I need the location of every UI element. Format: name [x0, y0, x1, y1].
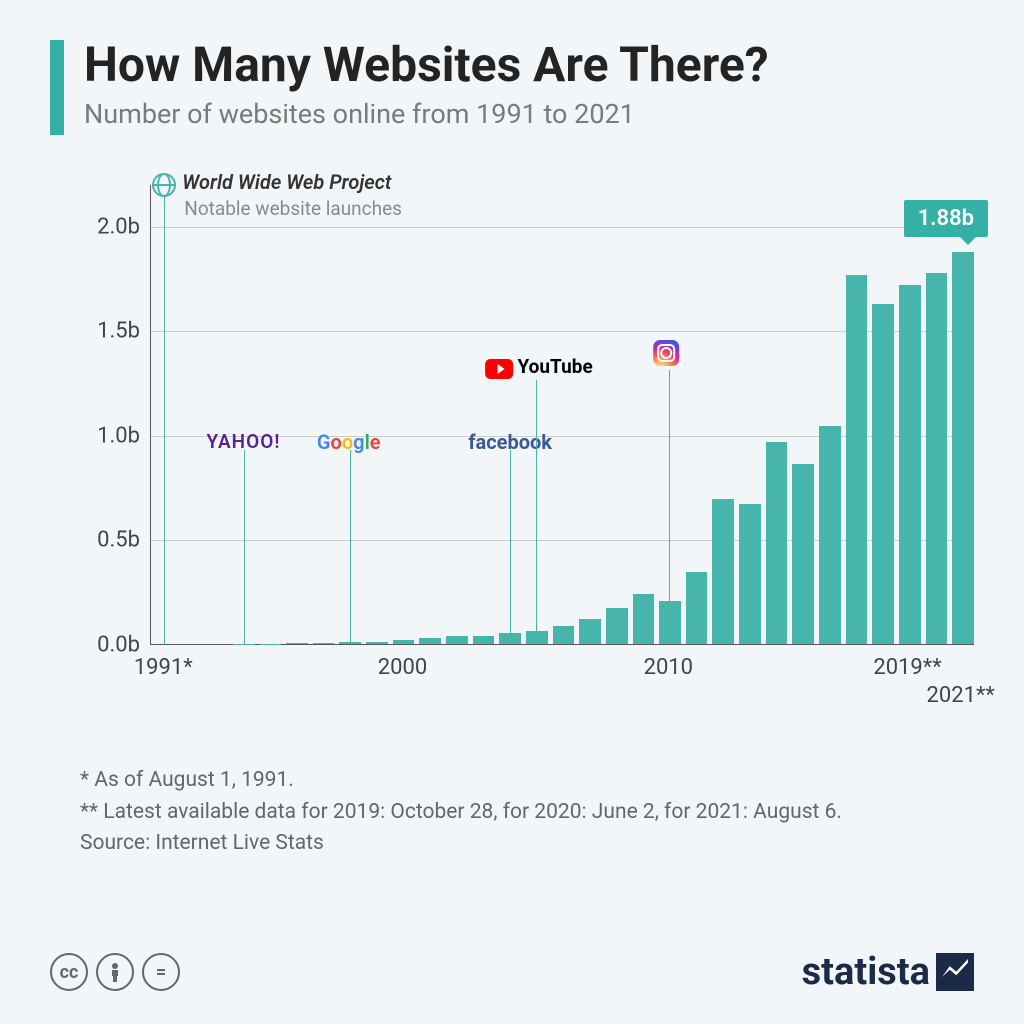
x-tick-label: 2010: [644, 655, 693, 680]
annotation-line: [669, 370, 670, 602]
bar: [872, 304, 894, 644]
annotation-line: [536, 380, 537, 632]
y-tick-label: 1.0b: [97, 423, 140, 448]
bar: [686, 572, 708, 644]
bar: [819, 426, 841, 644]
bar: [739, 504, 761, 644]
bar: [286, 643, 308, 644]
annotation-line: [244, 450, 245, 645]
bar: [899, 285, 921, 644]
bar: [526, 631, 548, 644]
yahoo-annotation: YAHOO!: [206, 430, 280, 453]
bar: [606, 608, 628, 644]
chart-title: How Many Websites Are There?: [84, 40, 769, 90]
bar: [712, 499, 734, 644]
instagram-annotation: [654, 340, 680, 370]
youtube-icon: [486, 359, 514, 379]
y-tick-label: 2.0b: [97, 214, 140, 239]
bar: [446, 636, 468, 644]
chart-subtitle: Number of websites online from 1991 to 2…: [84, 98, 769, 130]
y-tick-label: 0.5b: [97, 528, 140, 553]
chart-area: 0.0b 0.5b 1.0b 1.5b 2.0b World Wide Web Proj…: [80, 185, 974, 745]
x-tick-label: 1991*: [134, 655, 193, 680]
statista-mark-icon: [936, 953, 974, 991]
y-tick-label: 1.5b: [97, 319, 140, 344]
bar: [766, 442, 788, 644]
instagram-icon: [654, 340, 680, 366]
annotation-line: [510, 450, 511, 634]
bar: [926, 273, 948, 644]
bar: [419, 638, 441, 644]
google-annotation: Google: [317, 430, 381, 454]
x-tick-label: 2019**: [873, 655, 941, 680]
header: How Many Websites Are There? Number of w…: [50, 40, 974, 135]
by-icon: [96, 953, 134, 991]
footnote-source: Source: Internet Live Stats: [80, 828, 974, 860]
bar: [846, 275, 868, 644]
bar: [366, 642, 388, 645]
bar: [792, 464, 814, 644]
bar: [499, 633, 521, 644]
x-tick-label: 2021**: [927, 683, 995, 708]
accent-bar: [50, 40, 64, 135]
nd-icon: =: [142, 953, 180, 991]
annotation-line: [350, 450, 351, 643]
bar: [659, 601, 681, 644]
x-tick-label: 2000: [378, 655, 427, 680]
annotation-line: [164, 195, 165, 645]
y-axis: 0.0b0.5b1.0b1.5b2.0b: [80, 185, 150, 645]
bar: [313, 643, 335, 644]
footnotes: * As of August 1, 1991. ** Latest availa…: [80, 765, 974, 860]
footer: cc = statista: [50, 950, 974, 994]
globe-icon: [152, 173, 176, 197]
www-annotation: World Wide Web ProjectNotable website la…: [152, 170, 402, 220]
bar: [553, 626, 575, 644]
bar: [952, 252, 974, 644]
y-tick-label: 0.0b: [97, 633, 140, 658]
bar: [393, 640, 415, 644]
bar: [579, 619, 601, 644]
youtube-annotation: YouTube: [486, 355, 593, 379]
footnote-2: ** Latest available data for 2019: Octob…: [80, 797, 974, 829]
plot-area: World Wide Web ProjectNotable website la…: [150, 185, 974, 645]
facebook-annotation: facebook: [468, 430, 552, 454]
cc-icon: cc: [50, 953, 88, 991]
footnote-1: * As of August 1, 1991.: [80, 765, 974, 797]
bars-container: [151, 185, 974, 644]
bar: [633, 594, 655, 644]
bar: [473, 636, 495, 644]
statista-logo: statista: [802, 950, 974, 994]
x-axis: 1991*200020102019**2021**: [150, 655, 974, 715]
license-icons: cc =: [50, 953, 180, 991]
